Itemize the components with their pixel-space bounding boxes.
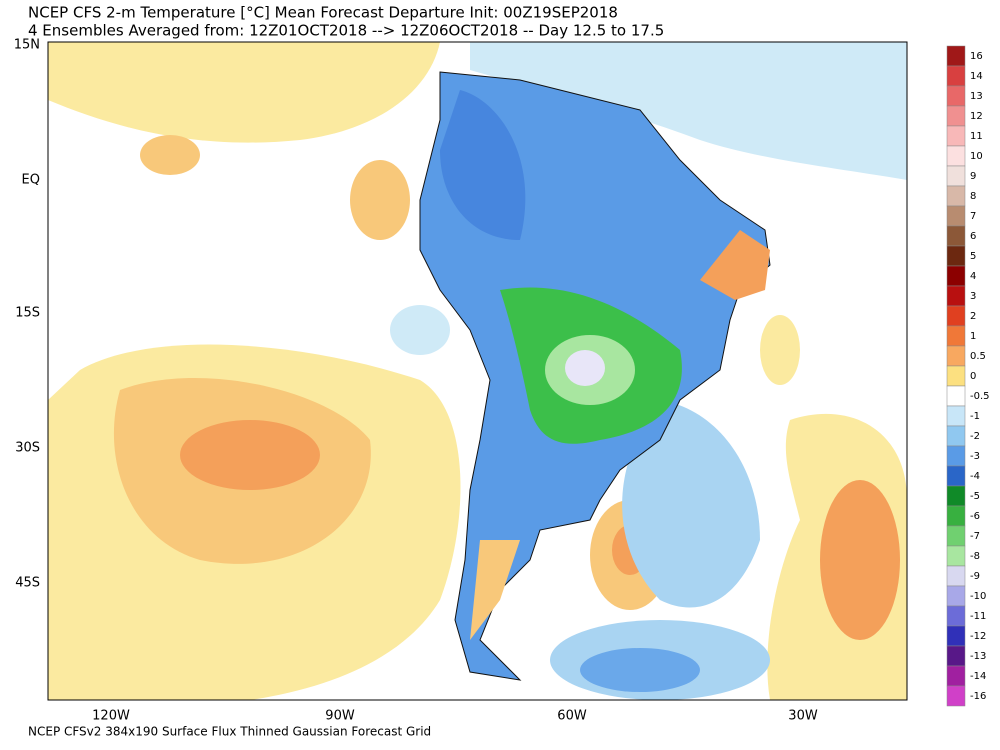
colorbar-label: 16	[970, 51, 983, 62]
lat-label: 30S	[15, 441, 40, 456]
colorbar-label: 2	[970, 311, 976, 322]
colorbar-label: -1	[970, 411, 980, 422]
colorbar-label: 6	[970, 231, 976, 242]
colorbar-label: 9	[970, 171, 976, 182]
colorbar-label: 5	[970, 251, 976, 262]
colorbar-swatch	[946, 545, 966, 567]
colorbar-swatch	[946, 105, 966, 127]
lat-label: 15N	[14, 38, 40, 53]
colorbar-swatch	[946, 205, 966, 227]
colorbar-swatch	[946, 185, 966, 207]
colorbar-swatch	[946, 45, 966, 67]
colorbar-label: -5	[970, 491, 980, 502]
lon-label: 90W	[325, 709, 355, 724]
colorbar-label: 0.5	[970, 351, 986, 362]
colorbar-label: 1	[970, 331, 976, 342]
colorbar-label: -11	[970, 611, 986, 622]
colorbar-label: 12	[970, 111, 983, 122]
colorbar-label: 3	[970, 291, 976, 302]
colorbar-swatch	[946, 385, 966, 407]
colorbar-label: -2	[970, 431, 980, 442]
colorbar-label: -7	[970, 531, 980, 542]
colorbar-swatch	[946, 305, 966, 327]
colorbar-swatch	[946, 425, 966, 447]
colorbar-swatch	[946, 465, 966, 487]
colorbar-swatch	[946, 525, 966, 547]
colorbar-swatch	[946, 285, 966, 307]
colorbar-label: -10	[970, 591, 986, 602]
colorbar-label: -0.5	[970, 391, 990, 402]
colorbar-swatch	[946, 665, 966, 687]
lon-label: 120W	[92, 709, 130, 724]
colorbar-swatch	[946, 325, 966, 347]
colorbar-label: -4	[970, 471, 980, 482]
colorbar-label: -8	[970, 551, 980, 562]
colorbar-label: 11	[970, 131, 983, 142]
colorbar-label: 14	[970, 71, 983, 82]
colorbar-swatch	[946, 145, 966, 167]
colorbar-swatch	[946, 265, 966, 287]
colorbar-swatch	[946, 85, 966, 107]
footer: NCEP CFSv2 384x190 Surface Flux Thinned …	[28, 725, 431, 739]
colorbar-swatch	[946, 125, 966, 147]
colorbar-swatch	[946, 345, 966, 367]
colorbar-label: 13	[970, 91, 983, 102]
colorbar-label: -12	[970, 631, 986, 642]
map	[47, 41, 908, 701]
colorbar-swatch	[946, 485, 966, 507]
colorbar-swatch	[946, 445, 966, 467]
lat-label: EQ	[22, 173, 40, 188]
colorbar-swatch	[946, 645, 966, 667]
colorbar-swatch	[946, 565, 966, 587]
colorbar-label: -6	[970, 511, 980, 522]
colorbar-label: -16	[970, 691, 986, 702]
colorbar-label: -9	[970, 571, 980, 582]
lat-label: 15S	[15, 306, 40, 321]
colorbar-label: 8	[970, 191, 976, 202]
colorbar-swatch	[946, 625, 966, 647]
lat-label: 45S	[15, 576, 40, 591]
colorbar-swatch	[946, 505, 966, 527]
colorbar-label: 10	[970, 151, 983, 162]
lon-label: 30W	[788, 709, 818, 724]
colorbar-swatch	[946, 65, 966, 87]
colorbar-label: -13	[970, 651, 986, 662]
colorbar-swatch	[946, 165, 966, 187]
colorbar-label: 7	[970, 211, 976, 222]
colorbar-swatch	[946, 365, 966, 387]
colorbar-label: 0	[970, 371, 976, 382]
colorbar-swatch	[946, 585, 966, 607]
title-line: 4 Ensembles Averaged from: 12Z01OCT2018 …	[28, 22, 664, 40]
colorbar-swatch	[946, 245, 966, 267]
lon-label: 60W	[557, 709, 587, 724]
colorbar-swatch	[946, 225, 966, 247]
colorbar-swatch	[946, 405, 966, 427]
colorbar-label: 4	[970, 271, 976, 282]
title-line: NCEP CFS 2-m Temperature [°C] Mean Forec…	[28, 4, 618, 22]
colorbar-label: -14	[970, 671, 986, 682]
colorbar-label: -3	[970, 451, 980, 462]
colorbar-swatch	[946, 685, 966, 707]
colorbar-swatch	[946, 605, 966, 627]
